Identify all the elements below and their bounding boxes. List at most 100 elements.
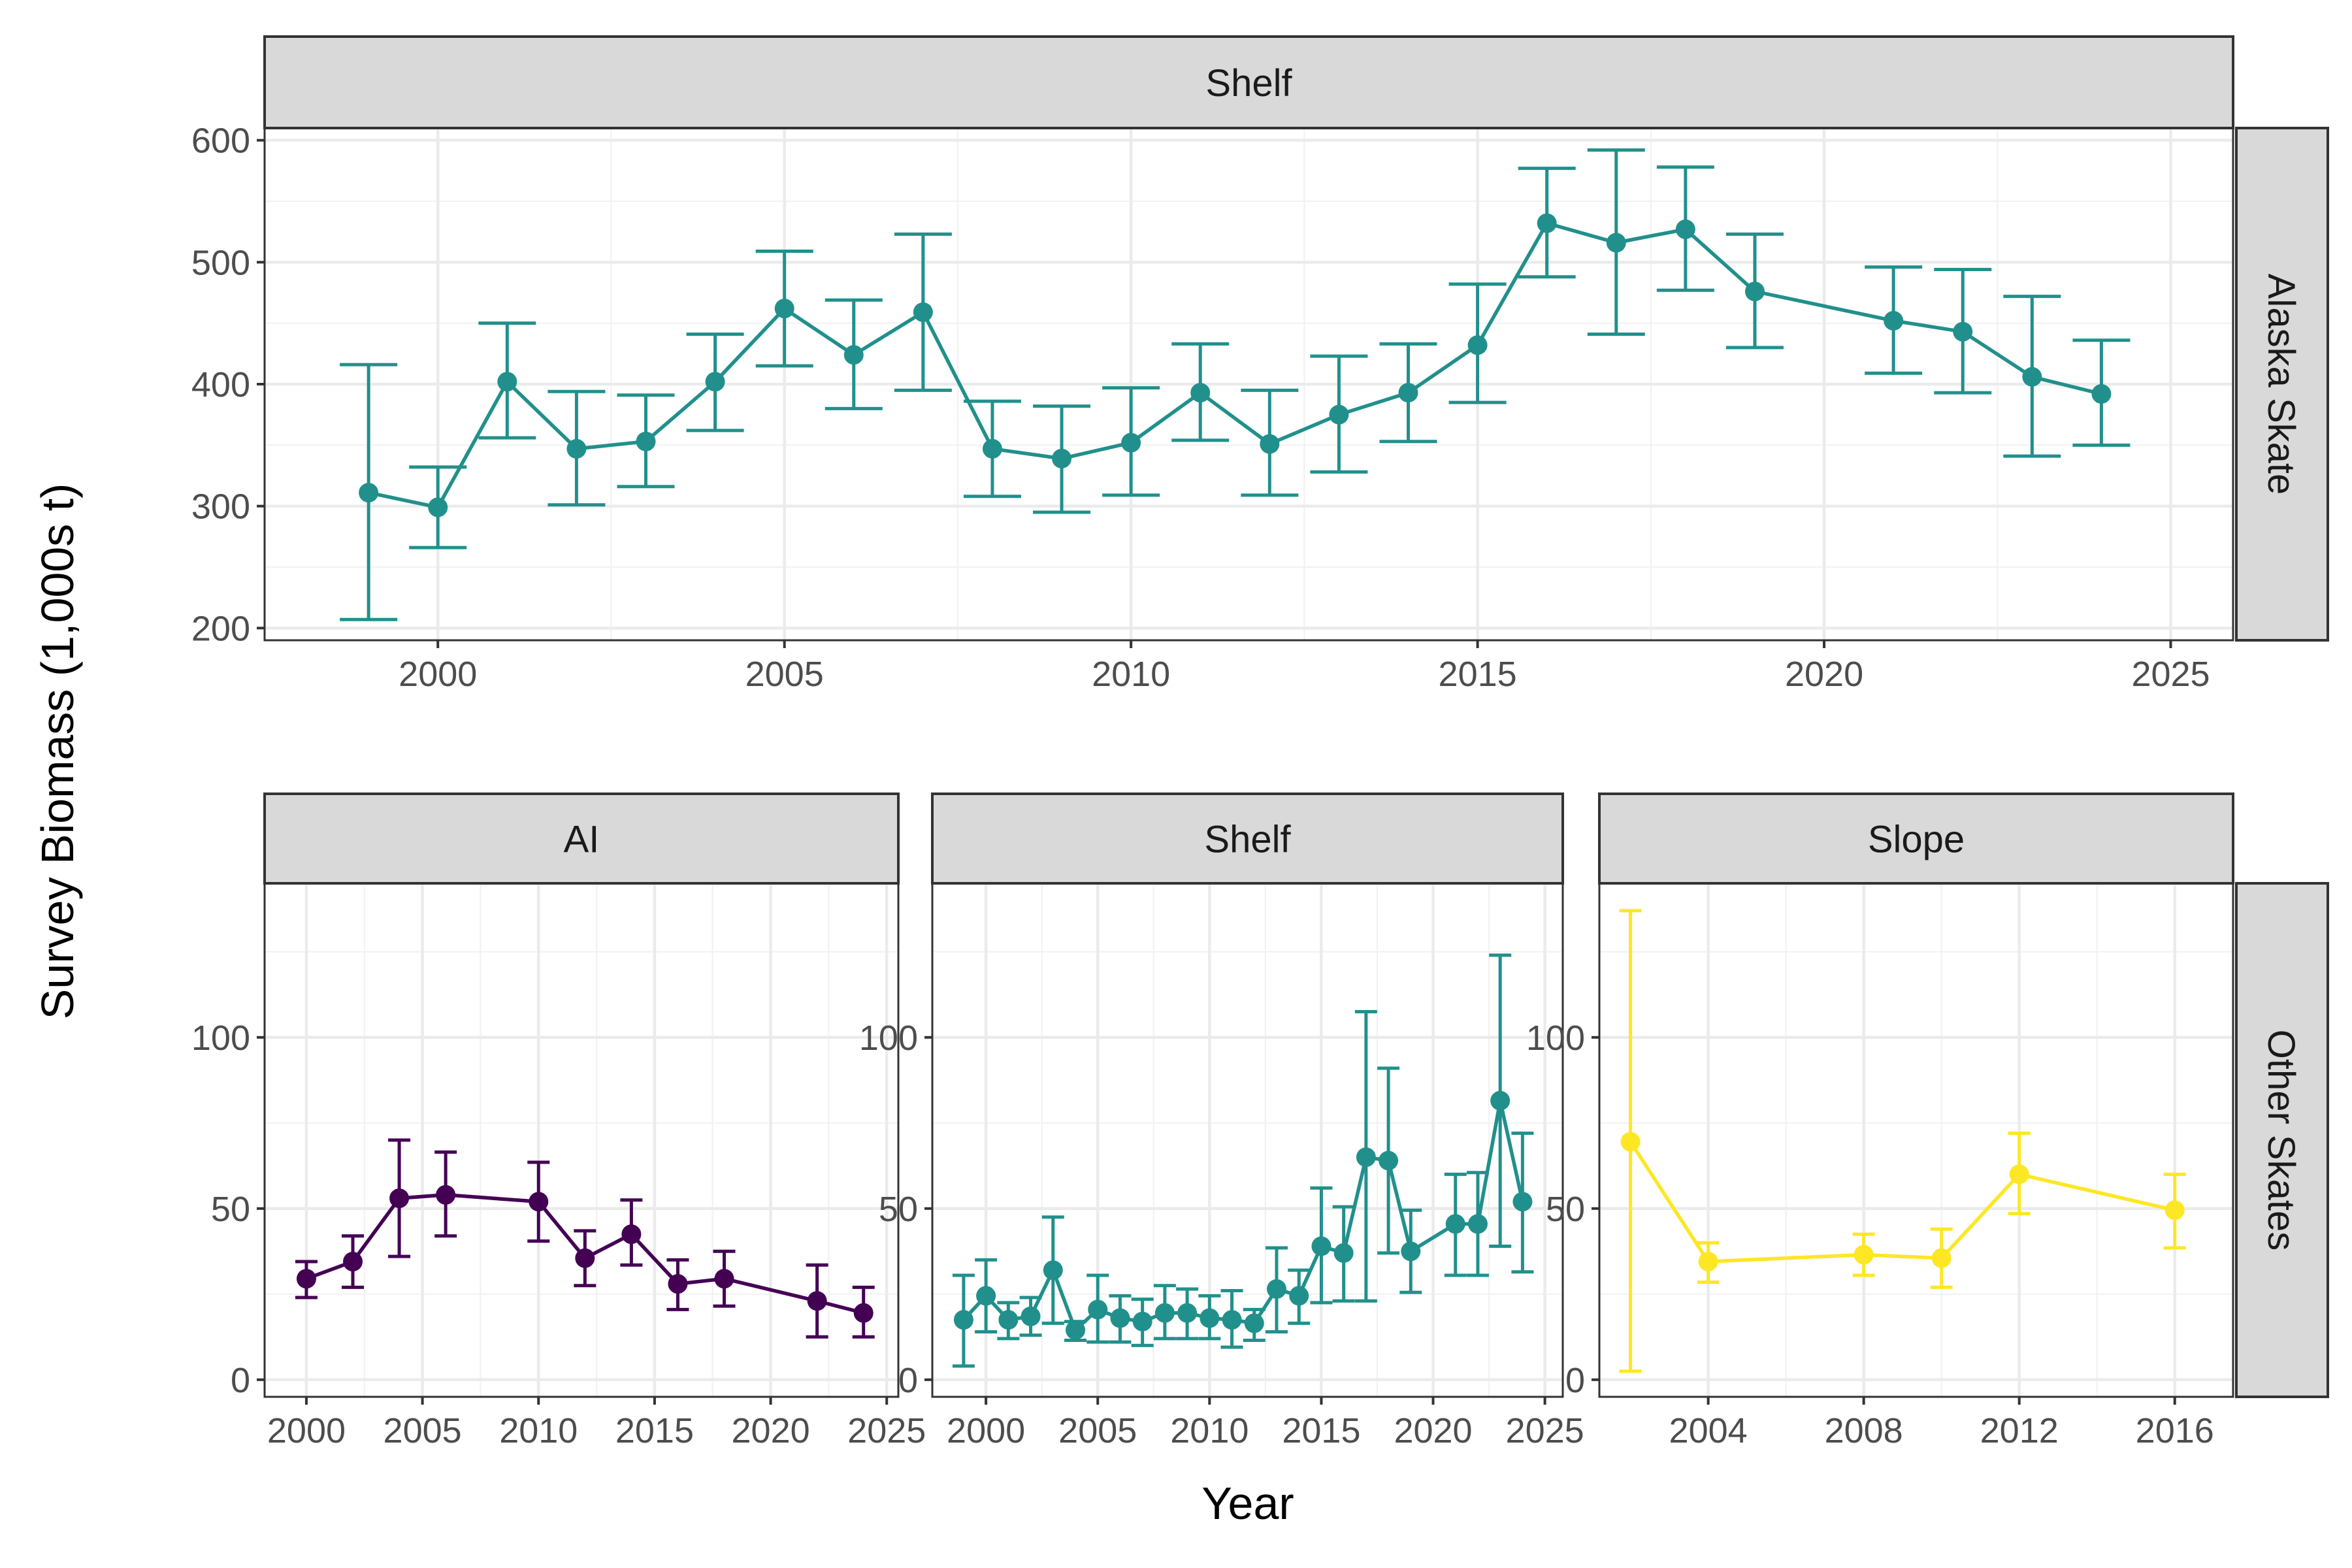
panel-background: [1599, 883, 2233, 1397]
y-tick-label: 100: [1526, 1019, 1585, 1058]
series-line: [1629, 1141, 2176, 1264]
x-tick-label: 2000: [399, 655, 477, 694]
facet-panel: 2004 2008 2012 2016 0 50 100 Slope Other Skates: [1526, 792, 2329, 1450]
y-tick-label: 600: [191, 122, 250, 161]
data-point: [1490, 1090, 1511, 1111]
data-point: [843, 345, 864, 365]
facet-panel: 2000 2005 2010 2015 2020 2025 200 300 400 500 600 S…: [191, 35, 2329, 694]
data-point: [1088, 1299, 1108, 1320]
data-point: [2091, 384, 2112, 404]
data-point: [436, 1184, 456, 1205]
x-tick-label: 2016: [2136, 1411, 2214, 1450]
y-tick-label: 400: [191, 365, 250, 404]
data-point: [774, 299, 794, 319]
column-strip-label: Shelf: [1205, 62, 1292, 105]
data-point: [1467, 1214, 1488, 1234]
y-tick-label: 500: [191, 243, 250, 282]
data-point: [1398, 383, 1418, 403]
x-tick-label: 2015: [1282, 1411, 1360, 1450]
y-tick-label: 50: [1546, 1190, 1585, 1229]
data-point: [1177, 1303, 1198, 1323]
data-point: [1606, 233, 1626, 253]
data-point: [1333, 1243, 1354, 1263]
data-point: [2164, 1200, 2185, 1220]
column-strip: [263, 792, 900, 885]
column-strip-label: AI: [564, 819, 600, 861]
row-strip-label: Alaska Skate: [2260, 274, 2302, 495]
facet-panel: 2000 2005 2010 2015 2020 2025 0 50 100 AI: [191, 792, 926, 1450]
x-tick-label: 2000: [267, 1411, 346, 1450]
data-point: [1311, 1236, 1331, 1256]
x-tick-label: 2000: [947, 1411, 1025, 1450]
data-point: [1698, 1252, 1718, 1272]
y-tick-label: 100: [859, 1019, 918, 1058]
data-point: [2009, 1164, 2029, 1184]
data-point: [1132, 1311, 1152, 1331]
data-point: [1266, 1279, 1286, 1299]
row-strip-label: Other Skates: [2260, 1030, 2302, 1250]
y-tick-label: 100: [191, 1019, 250, 1058]
data-point: [359, 483, 379, 503]
panel-background: [265, 883, 898, 1397]
x-tick-label: 2015: [1439, 655, 1517, 694]
data-point: [1356, 1147, 1376, 1168]
x-tick-label: 2005: [1058, 1411, 1137, 1450]
data-point: [1052, 448, 1072, 468]
data-point: [497, 372, 517, 392]
data-point: [566, 438, 587, 459]
data-point: [1110, 1308, 1130, 1328]
x-tick-label: 2010: [1170, 1411, 1249, 1450]
y-tick-label: 0: [1565, 1361, 1585, 1400]
x-tick-label: 2012: [1980, 1411, 2059, 1450]
data-point: [807, 1291, 827, 1311]
data-point: [575, 1248, 595, 1268]
data-point: [1190, 383, 1211, 403]
column-strip: [1598, 792, 2234, 885]
data-point: [1620, 1132, 1641, 1152]
data-point: [1222, 1310, 1242, 1330]
x-axis-title: Year: [1201, 1478, 1294, 1529]
x-tick-label: 2008: [1825, 1411, 1903, 1450]
data-point: [1021, 1306, 1041, 1326]
y-tick-label: 0: [231, 1361, 250, 1400]
panels-layer: 2000 2005 2010 2015 2020 2025200300400500600S…: [191, 35, 2329, 1450]
column-strip: [931, 792, 1564, 885]
data-point: [621, 1224, 642, 1245]
data-point: [953, 1310, 973, 1330]
x-tick-label: 2015: [615, 1411, 694, 1450]
data-point: [1200, 1308, 1220, 1328]
data-point: [1329, 404, 1349, 425]
data-point: [529, 1192, 549, 1212]
x-tick-label: 2020: [1785, 655, 1863, 694]
row-strip: [2235, 882, 2329, 1398]
data-point: [913, 302, 933, 322]
facet-panel: 2000 2005 2010 2015 2020 2025 0 50 100 Shelf: [859, 792, 1584, 1450]
data-point: [1537, 213, 1557, 233]
row-strip: [2235, 127, 2329, 642]
column-strip-label: Slope: [1868, 819, 1965, 861]
x-tick-label: 2010: [1092, 655, 1170, 694]
data-point: [1675, 219, 1695, 239]
data-point: [1854, 1245, 1874, 1265]
x-tick-label: 2020: [732, 1411, 810, 1450]
data-point: [1379, 1151, 1399, 1171]
column-strip: [263, 35, 2234, 129]
data-point: [1244, 1313, 1264, 1333]
data-point: [1066, 1320, 1086, 1340]
x-tick-label: 2025: [1506, 1411, 1584, 1450]
x-tick-label: 2020: [1394, 1411, 1472, 1450]
data-point: [853, 1303, 874, 1323]
y-tick-label: 50: [879, 1190, 918, 1229]
data-point: [389, 1188, 410, 1209]
y-tick-label: 300: [191, 487, 250, 527]
x-tick-label: 2025: [847, 1411, 926, 1450]
data-point: [343, 1252, 363, 1272]
y-tick-label: 0: [898, 1361, 918, 1400]
data-point: [1445, 1214, 1465, 1234]
x-tick-label: 2005: [745, 655, 824, 694]
data-point: [1121, 433, 1141, 453]
data-point: [1289, 1286, 1309, 1306]
x-tick-label: 2005: [384, 1411, 462, 1450]
data-point: [1154, 1303, 1175, 1323]
